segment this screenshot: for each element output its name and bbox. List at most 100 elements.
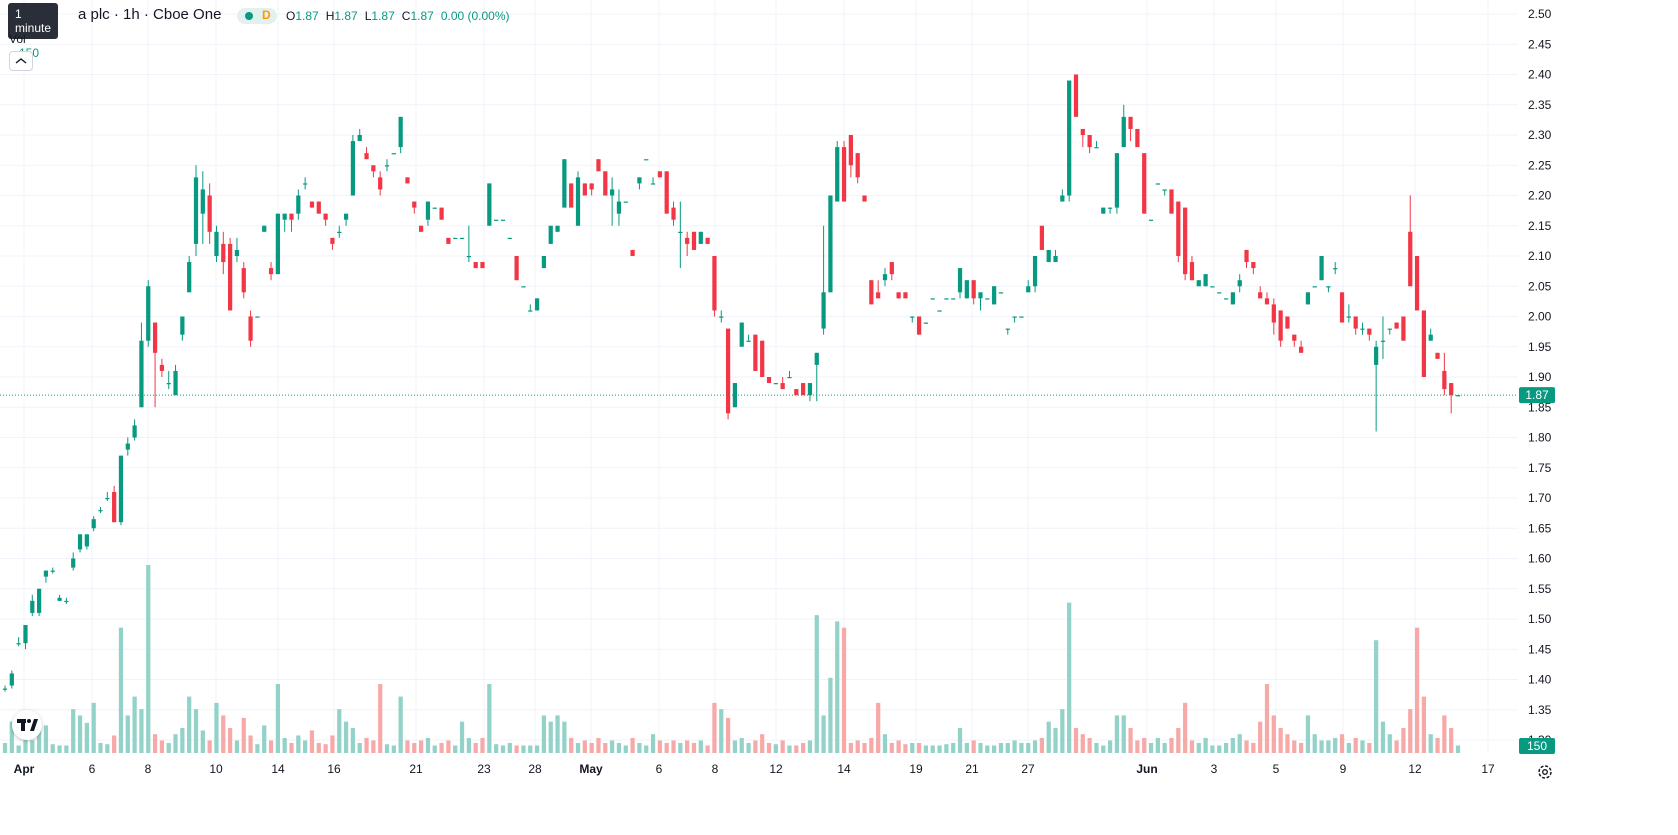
time-axis-label: Jun [1136, 762, 1157, 776]
volume-bar [262, 725, 267, 753]
volume-bar [412, 742, 417, 753]
candle-body [1128, 116, 1133, 129]
candle-body [234, 249, 240, 256]
volume-bar [521, 745, 526, 753]
volume-bar [43, 725, 49, 753]
volume-bar [1414, 627, 1420, 753]
candle-body [698, 231, 703, 244]
volume-bar [596, 737, 601, 753]
candle-body [753, 334, 758, 371]
volume-bar [2, 742, 8, 753]
collapse-legend-button[interactable] [9, 51, 33, 71]
volume-bar [309, 730, 315, 753]
candle-body [1080, 128, 1085, 135]
volume-bar [71, 709, 76, 753]
candle-body [193, 177, 199, 244]
volume-bar [241, 717, 246, 753]
volume-series [2, 565, 1461, 753]
volume-bar [569, 737, 574, 753]
volume-bar [357, 742, 362, 753]
time-axis-label: 21 [965, 762, 979, 776]
ohlc-key: L [364, 9, 372, 23]
volume-bar [1435, 737, 1440, 753]
candle-body [207, 195, 212, 232]
candle-body [57, 597, 62, 601]
candle-body [514, 256, 519, 281]
candle-body [16, 643, 21, 645]
volume-bar [118, 627, 124, 753]
candle-body [1237, 280, 1242, 287]
candle-body [705, 237, 710, 244]
candle-body [282, 213, 287, 220]
volume-bar [671, 740, 676, 753]
volume-bar [391, 745, 396, 753]
volume-bar [794, 745, 799, 753]
candle-body [719, 316, 724, 318]
candle-body [1107, 207, 1113, 209]
symbol-title[interactable]: a plc · 1h · Cboe One [78, 6, 222, 23]
candle-body [98, 510, 103, 512]
price-axis-label: 2.50 [1528, 7, 1552, 21]
candle-body [1312, 286, 1317, 288]
market-status-badge[interactable]: D [237, 8, 277, 24]
volume-bar [323, 744, 328, 753]
candle-body [1380, 340, 1386, 342]
price-axis-label: 1.45 [1528, 642, 1552, 656]
candle-body [1176, 201, 1181, 256]
candle-body [357, 135, 362, 142]
price-axis: 2.50 2.45 2.40 2.35 2.30 2.25 2.20 2.15 2.10 2.05… [1528, 7, 1552, 747]
candle-body [1101, 207, 1106, 214]
candle-body [985, 298, 990, 300]
candle-body [951, 298, 956, 300]
volume-bar [1203, 737, 1208, 753]
price-axis-label: 1.55 [1528, 582, 1552, 596]
candle-body [773, 383, 778, 385]
volume-bar [64, 745, 69, 753]
candle-body [562, 159, 567, 208]
candle-body [1442, 370, 1447, 390]
time-axis-label: May [579, 762, 603, 776]
candle-body [794, 389, 799, 396]
volume-bar [855, 740, 860, 753]
volume-bar [807, 740, 813, 753]
candle-body [903, 292, 908, 299]
volume-bar [57, 745, 62, 753]
candle-body [616, 201, 622, 214]
volume-bar [1421, 696, 1427, 753]
ohlc-value: 1.87 [334, 9, 358, 23]
volume-bar [1251, 742, 1256, 753]
volume-bar [296, 735, 301, 753]
tradingview-logo-icon[interactable] [12, 710, 42, 740]
candle-body [323, 213, 328, 220]
volume-bar [36, 721, 42, 753]
candle-body [432, 207, 437, 209]
candle-body [473, 262, 478, 269]
volume-bar [1305, 715, 1311, 753]
candle-body [1414, 256, 1420, 311]
volume-bar [514, 745, 519, 753]
volume-bar [432, 745, 437, 753]
gear-icon[interactable] [1536, 763, 1554, 781]
candle-body [30, 600, 35, 613]
candle-body [1148, 219, 1154, 221]
delayed-data-icon: D [262, 8, 271, 22]
price-axis-label: 2.25 [1528, 158, 1552, 172]
volume-bar [835, 621, 840, 753]
candle-body [139, 340, 144, 408]
candle-body [916, 316, 922, 335]
time-axis-label: 5 [1273, 762, 1280, 776]
volume-bar [691, 742, 697, 753]
candle-body [1135, 128, 1140, 148]
candle-body [534, 298, 540, 311]
candle-body [732, 383, 738, 408]
volume-bar [98, 742, 103, 753]
candle-body [1435, 352, 1440, 359]
volume-bar [760, 734, 765, 753]
time-axis-label: Apr [14, 762, 35, 776]
time-axis-label: 6 [656, 762, 663, 776]
volume-bar [480, 737, 485, 753]
volume-bar [985, 745, 990, 753]
ohlc-key: C [401, 9, 411, 23]
time-axis-label: 12 [769, 762, 783, 776]
